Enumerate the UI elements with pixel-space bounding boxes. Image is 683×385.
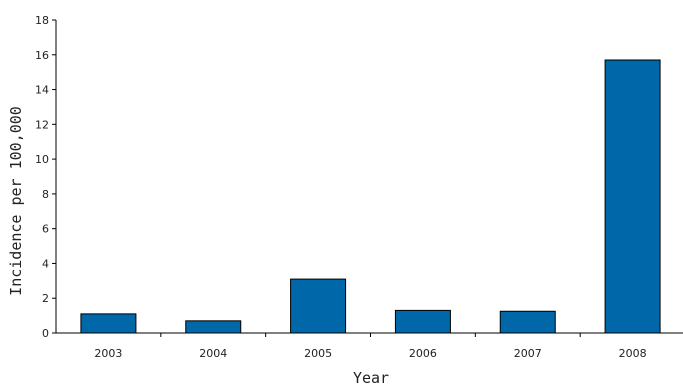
y-tick-label: 12 xyxy=(35,118,49,131)
x-tick-label: 2005 xyxy=(304,347,332,360)
y-tick-label: 10 xyxy=(35,153,49,166)
x-tick-label: 2004 xyxy=(199,347,227,360)
bar-2008 xyxy=(604,59,661,334)
x-tick-label: 2007 xyxy=(514,347,542,360)
bar-2003 xyxy=(80,313,137,334)
y-tick-label: 6 xyxy=(42,223,49,236)
y-tick-label: 14 xyxy=(35,84,49,97)
bar-2004 xyxy=(185,320,242,334)
x-axis-title: Year xyxy=(353,369,389,385)
bar-2007 xyxy=(499,310,556,334)
y-tick-label: 0 xyxy=(42,327,49,340)
y-tick-label: 8 xyxy=(42,188,49,201)
x-tick-label: 2003 xyxy=(94,347,122,360)
y-tick-label: 2 xyxy=(42,292,49,305)
y-tick-label: 18 xyxy=(35,14,49,27)
y-axis-title: Incidence per 100,000 xyxy=(7,106,25,296)
bar-2005 xyxy=(290,278,347,334)
x-tick-label: 2006 xyxy=(409,347,437,360)
y-tick-label: 4 xyxy=(42,257,49,270)
bars-group xyxy=(80,59,661,334)
y-tick-label: 16 xyxy=(35,49,49,62)
x-axis: 2003 2004 2005 2006 2007 2008 xyxy=(56,332,683,360)
bar-2006 xyxy=(394,309,451,334)
y-axis: 0 2 4 6 8 10 12 14 16 18 xyxy=(35,14,57,340)
x-tick-label: 2008 xyxy=(619,347,647,360)
